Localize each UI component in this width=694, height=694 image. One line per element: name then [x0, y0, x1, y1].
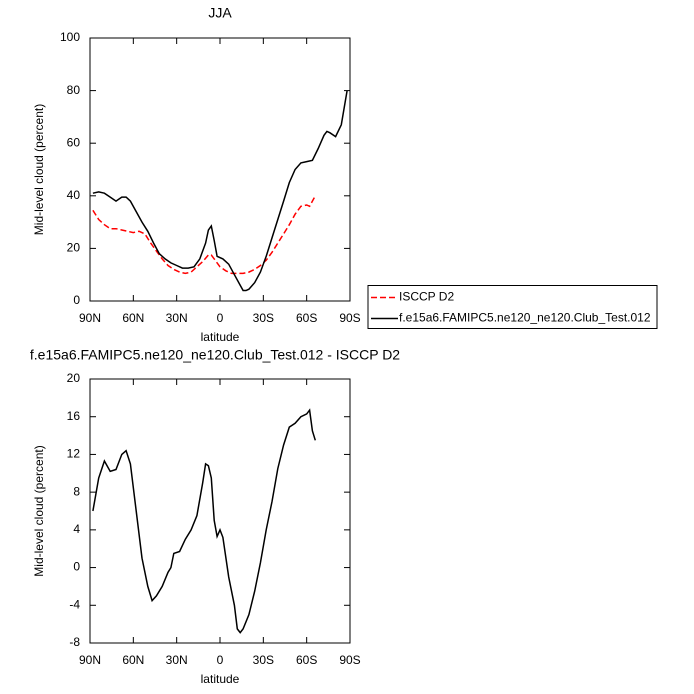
y-tick-label: 100 — [60, 30, 80, 44]
x-tick-label: 90S — [339, 653, 360, 667]
y-tick-label: 40 — [67, 188, 81, 202]
y-tick-label: 20 — [67, 371, 81, 385]
legend-label: f.e15a6.FAMIPC5.ne120_ne120.Club_Test.01… — [399, 311, 651, 325]
y-tick-label: 60 — [67, 135, 81, 149]
x-tick-label: 0 — [217, 653, 224, 667]
legend-box — [367, 285, 658, 329]
x-tick-label: 60S — [296, 653, 317, 667]
x-tick-label: 90S — [339, 311, 360, 325]
chart-title: f.e15a6.FAMIPC5.ne120_ne120.Club_Test.01… — [30, 347, 400, 363]
x-tick-label: 30N — [166, 311, 188, 325]
y-tick-label: -4 — [69, 597, 80, 611]
plot-frame — [89, 37, 351, 302]
x-axis-label: latitude — [201, 672, 240, 686]
y-tick-label: 20 — [67, 241, 81, 255]
y-tick-label: 16 — [67, 409, 81, 423]
x-tick-label: 0 — [217, 311, 224, 325]
x-tick-label: 60S — [296, 311, 317, 325]
y-tick-label: 0 — [73, 293, 80, 307]
x-tick-label: 60N — [122, 653, 144, 667]
y-tick-label: 80 — [67, 83, 81, 97]
y-tick-label: 0 — [73, 560, 80, 574]
x-tick-label: 90N — [79, 653, 101, 667]
x-tick-label: 90N — [79, 311, 101, 325]
y-tick-label: -8 — [69, 635, 80, 649]
x-tick-label: 30S — [253, 311, 274, 325]
y-tick-label: 8 — [73, 484, 80, 498]
data-line — [92, 90, 348, 292]
y-axis-label: Mid-level cloud (percent) — [32, 104, 46, 235]
data-line — [92, 195, 316, 275]
legend-label: ISCCP D2 — [399, 290, 454, 304]
y-tick-label: 4 — [73, 522, 80, 536]
x-tick-label: 60N — [122, 311, 144, 325]
data-line — [92, 408, 317, 634]
x-tick-label: 30N — [166, 653, 188, 667]
y-tick-label: 12 — [67, 447, 81, 461]
y-axis-label: Mid-level cloud (percent) — [32, 445, 46, 576]
plot-frame — [89, 378, 351, 644]
chart-title: JJA — [208, 5, 232, 21]
x-tick-label: 30S — [253, 653, 274, 667]
x-axis-label: latitude — [201, 330, 240, 344]
